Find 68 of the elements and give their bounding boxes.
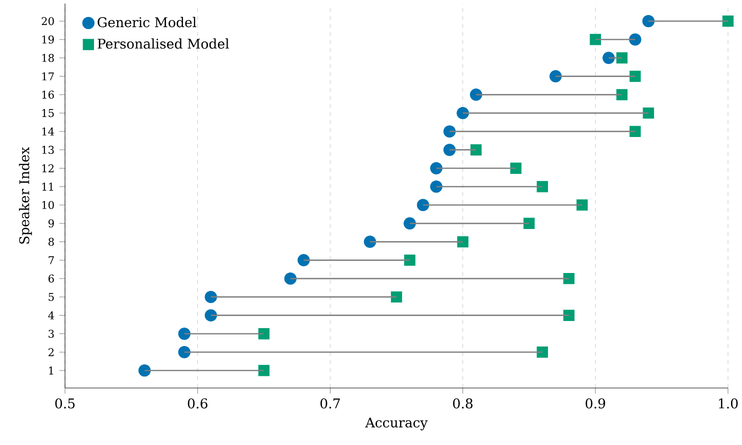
x-tick-label: 1.0	[719, 398, 738, 408]
point	[722, 16, 734, 27]
y-tick-label: 15	[42, 109, 54, 118]
y-tick-label: 19	[42, 35, 54, 44]
point	[523, 218, 535, 230]
y-tick-label: 8	[48, 238, 54, 246]
point	[576, 199, 588, 211]
y-axis-title: Speaker Index	[18, 147, 32, 244]
point	[416, 198, 430, 212]
y-tick-label: 13	[42, 146, 54, 154]
point	[258, 364, 270, 376]
point	[178, 346, 190, 358]
y-tick-label: 5	[48, 292, 54, 301]
y-tick-label: 4	[48, 311, 54, 320]
y-tick-label: 20	[42, 17, 54, 26]
point	[642, 14, 655, 28]
point	[616, 52, 628, 64]
y-tick-label: 14	[42, 127, 54, 136]
point	[630, 126, 641, 138]
x-axis-title: Accuracy	[365, 418, 428, 430]
point	[138, 364, 151, 377]
point	[457, 236, 468, 248]
point	[404, 217, 416, 230]
point	[536, 181, 548, 192]
legend-label: Generic Model	[98, 16, 196, 28]
point	[456, 106, 469, 120]
point	[443, 125, 456, 138]
x-tick-label: 0.8	[453, 398, 473, 408]
point	[536, 346, 548, 358]
y-tick-label: 12	[42, 164, 54, 172]
y-tick-label: 3	[48, 330, 54, 338]
point	[470, 144, 482, 156]
point	[443, 144, 456, 156]
x-tick-label: 0.9	[586, 398, 606, 408]
y-tick-label: 10	[42, 200, 54, 210]
y-tick-label: 11	[42, 182, 54, 191]
y-tick-label: 7	[48, 256, 54, 264]
x-tick-label: 0.6	[188, 398, 208, 408]
point	[258, 328, 270, 340]
point	[404, 254, 416, 266]
point	[590, 34, 601, 46]
x-tick-label: 0.5	[55, 398, 75, 408]
x-tick-label: 0.7	[320, 398, 340, 408]
point	[629, 33, 642, 46]
legend-label: Personalised Model	[98, 38, 229, 49]
y-tick-label: 6	[48, 274, 54, 283]
point	[298, 254, 310, 266]
point	[549, 70, 562, 82]
point	[630, 70, 641, 82]
point	[616, 89, 628, 100]
y-tick-label: 16	[42, 90, 54, 99]
point	[470, 88, 482, 101]
point	[602, 52, 615, 64]
y-tick-label: 2	[48, 348, 54, 356]
y-tick-label: 1	[49, 366, 54, 374]
point	[430, 180, 442, 193]
point	[563, 272, 574, 284]
point	[390, 291, 402, 303]
point	[510, 162, 522, 174]
y-tick-label: 9	[48, 219, 54, 228]
point	[284, 272, 297, 285]
point	[563, 310, 574, 321]
y-tick-label: 18	[42, 54, 54, 62]
point	[364, 236, 376, 248]
point	[642, 107, 654, 119]
point	[204, 309, 217, 322]
y-tick-label: 17	[42, 72, 54, 80]
point	[204, 290, 217, 304]
